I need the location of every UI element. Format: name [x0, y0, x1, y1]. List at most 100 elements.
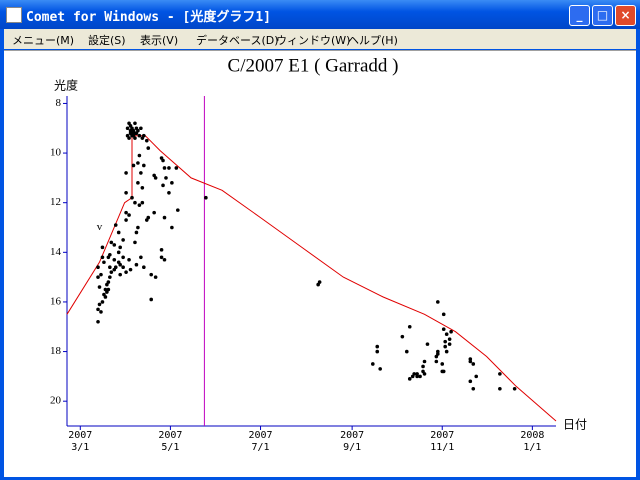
y-tick-label: 16 — [50, 295, 62, 307]
data-point — [136, 181, 140, 185]
data-point — [498, 372, 502, 376]
annotation: v — [97, 221, 103, 233]
data-point — [153, 176, 158, 180]
data-point — [159, 255, 164, 260]
data-point — [152, 210, 156, 215]
data-point — [422, 372, 427, 376]
data-point — [112, 243, 117, 247]
data-point — [140, 186, 145, 190]
data-point — [137, 133, 142, 138]
data-point — [164, 176, 168, 180]
data-point — [440, 362, 445, 366]
data-point — [109, 240, 114, 245]
data-point — [447, 342, 452, 346]
data-point — [121, 265, 125, 270]
data-point — [441, 369, 446, 374]
data-point — [498, 386, 502, 391]
data-point — [133, 240, 137, 245]
menu-item[interactable]: データベース(D) — [196, 34, 279, 47]
data-point — [375, 344, 380, 349]
data-point — [142, 133, 146, 138]
data-point — [106, 280, 111, 284]
data-point — [415, 374, 419, 379]
data-point — [422, 359, 427, 364]
data-point — [96, 275, 100, 279]
data-point — [375, 349, 380, 354]
app-icon — [6, 7, 22, 23]
data-point — [447, 337, 452, 341]
data-point — [118, 262, 122, 267]
close-button[interactable]: × — [615, 5, 636, 26]
model-curve — [66, 135, 557, 422]
data-point — [176, 208, 180, 212]
data-point — [102, 260, 106, 265]
data-point — [127, 257, 131, 262]
x-axis-label: 日付 — [563, 418, 587, 432]
data-point — [136, 128, 140, 133]
data-point — [127, 136, 131, 140]
data-point — [468, 379, 473, 384]
data-point — [149, 272, 154, 277]
title-bar: Comet for Windows - [光度グラフ1] _ □ × — [0, 0, 640, 29]
data-point — [170, 225, 174, 230]
data-point — [139, 126, 143, 131]
menu-item[interactable]: 表示(V) — [140, 34, 179, 47]
data-point — [133, 121, 137, 126]
data-point — [444, 332, 449, 336]
data-point — [133, 136, 137, 140]
data-point — [371, 362, 375, 366]
x-tick-label: 2007 7/1 — [248, 430, 273, 453]
data-point — [146, 215, 151, 220]
x-tick-label: 2007 9/1 — [340, 430, 365, 453]
data-point — [162, 257, 167, 262]
y-tick-label: 18 — [50, 345, 62, 357]
data-point — [159, 248, 164, 252]
data-point — [108, 275, 112, 279]
data-point — [128, 267, 133, 272]
data-point — [140, 200, 145, 205]
data-point — [124, 218, 128, 222]
data-point — [449, 329, 453, 334]
y-tick-label: 10 — [50, 147, 62, 159]
menu-item[interactable]: メニュー(M) — [12, 34, 75, 47]
menu-item[interactable]: ウィンドウ(W) — [276, 34, 351, 47]
data-point — [137, 153, 142, 158]
data-point — [118, 245, 122, 250]
data-point — [162, 215, 167, 220]
data-point — [471, 362, 476, 366]
y-tick-label: 12 — [50, 196, 61, 208]
data-point — [153, 275, 158, 279]
data-point — [100, 300, 105, 304]
data-point — [443, 339, 447, 344]
minimize-button[interactable]: _ — [569, 5, 590, 26]
data-point — [108, 252, 112, 257]
data-point — [99, 272, 103, 277]
y-tick-label: 8 — [56, 97, 62, 109]
data-point — [443, 344, 447, 349]
data-point — [161, 158, 165, 163]
data-point — [113, 223, 118, 227]
data-point — [425, 342, 430, 346]
data-point — [412, 372, 416, 376]
data-point — [142, 265, 146, 270]
data-point — [106, 287, 111, 292]
data-point — [471, 386, 476, 391]
y-axis-label: 光度 — [54, 78, 78, 93]
maximize-button[interactable]: □ — [592, 5, 613, 26]
window-title: Comet for Windows - [光度グラフ1] — [26, 10, 272, 25]
data-point — [136, 161, 140, 165]
data-point — [415, 372, 419, 376]
menu-item[interactable]: ヘルプ(H) — [348, 34, 398, 47]
menu-item[interactable]: 設定(S) — [88, 34, 126, 47]
data-point — [317, 280, 322, 284]
data-point — [421, 364, 425, 369]
y-tick-label: 14 — [50, 246, 62, 258]
data-point — [436, 300, 440, 304]
data-point — [418, 374, 422, 379]
data-point — [124, 190, 128, 195]
x-tick-label: 2007 3/1 — [68, 430, 93, 453]
data-point — [436, 349, 440, 354]
data-point — [204, 195, 208, 200]
data-point — [100, 245, 105, 250]
data-point — [136, 225, 140, 230]
